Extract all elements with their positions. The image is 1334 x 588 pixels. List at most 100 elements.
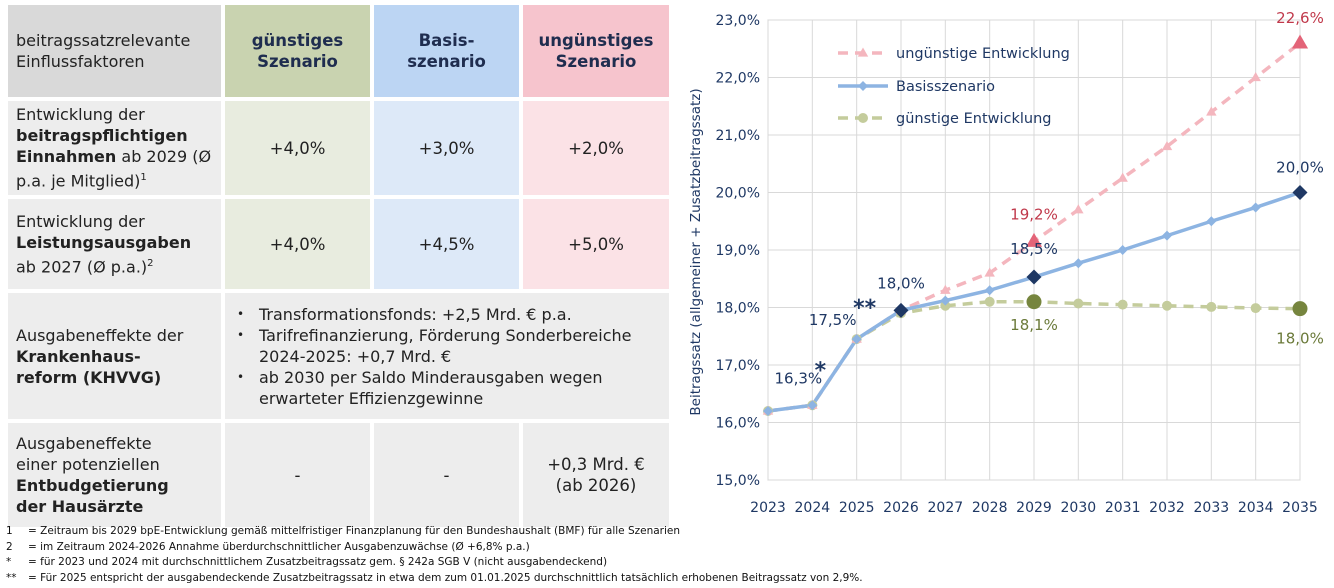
- header-base: Basis-szenario: [374, 5, 519, 97]
- chart-grid: [767, 19, 1301, 481]
- y-tick-label: 18,0%: [716, 301, 760, 317]
- row-label-income-bold: beitragspflichtigen Einnahmen: [16, 126, 188, 167]
- point-marker-base: [1162, 230, 1172, 241]
- point-marker-base: [807, 400, 818, 411]
- legend-marker: [858, 113, 868, 123]
- point-marker-unfavorable: [1117, 172, 1128, 182]
- highlight-marker-circle: [1292, 301, 1308, 317]
- y-tick-label: 23,0%: [716, 13, 760, 29]
- row-label-expenditure-bold: Leistungsausgaben: [16, 232, 192, 252]
- y-tick-label: 17,0%: [716, 358, 760, 374]
- row-label-gp-pre: Ausgabeneffekte einer potenziellen: [16, 434, 160, 474]
- value-gp-unfavorable: +0,3 Mrd. € (ab 2026): [547, 455, 645, 495]
- point-marker-base: [1250, 202, 1261, 213]
- footnote-key: **: [6, 571, 17, 584]
- data-label: 18,1%: [1010, 316, 1058, 334]
- data-label: 18,5%: [1010, 240, 1058, 258]
- data-label: 20,0%: [1276, 159, 1324, 177]
- footnote-key: 2: [6, 540, 13, 553]
- footnote-text: = Zeitraum bis 2029 bpE-Entwicklung gemä…: [28, 525, 681, 537]
- x-tick-label: 2029: [1016, 500, 1052, 516]
- x-tick-label: 2024: [795, 500, 831, 516]
- x-tick-label: 2028: [972, 500, 1008, 516]
- footnote-text: = Für 2025 entspricht der ausgabendecken…: [28, 571, 863, 584]
- legend-label: günstige Entwicklung: [896, 111, 1052, 127]
- value-expenditure-favorable: +4,0%: [269, 234, 326, 254]
- point-marker-favorable: [1073, 298, 1084, 309]
- data-label: 18,0%: [877, 274, 925, 292]
- cell-gp-unfavorable: +0,3 Mrd. € (ab 2026): [523, 423, 669, 527]
- cell-hospital-reform-effects: Transformationsfonds: +2,5 Mrd. € p.a. T…: [225, 293, 669, 419]
- scenario-table: beitragssatzrelevante Einflussfaktoren g…: [8, 5, 669, 527]
- header-favorable-line2: Szenario: [257, 52, 338, 71]
- legend-label: ungünstige Entwicklung: [896, 46, 1070, 62]
- bullet-item: ab 2030 per Saldo Minderausgaben wegen e…: [237, 367, 654, 409]
- x-tick-label: 2030: [1061, 500, 1097, 516]
- value-expenditure-base: +4,5%: [418, 234, 475, 254]
- row-label-expenditure-post: ab 2027 (Ø p.a.): [16, 257, 148, 277]
- row-label-income: Entwicklung der beitragspflichtigen Einn…: [8, 101, 221, 195]
- x-tick-label: 2035: [1282, 500, 1318, 516]
- footnote: ** = Für 2025 entspricht der ausgabendeck…: [6, 571, 863, 587]
- data-label: *: [815, 358, 827, 383]
- cell-income-base: +3,0%: [374, 101, 519, 195]
- bullet-item: Transformationsfonds: +2,5 Mrd. € p.a.: [237, 304, 654, 325]
- contribution-rate-chart: 15,0% 16,0% 17,0% 18,0% 19,0% 20,0% 21,0% 22,0%…: [688, 9, 1324, 516]
- highlight-marker-triangle: [1291, 34, 1309, 49]
- point-marker-base: [1206, 216, 1217, 227]
- point-marker-favorable: [1162, 300, 1172, 311]
- point-marker-unfavorable: [1250, 72, 1261, 82]
- row-label-income-sup: 1: [140, 172, 147, 184]
- header-unfavorable-line2: Szenario: [555, 52, 637, 71]
- header-base-line1: Basis-: [418, 31, 475, 50]
- row-label-gp-bold: Entbudgetierung der Hausärzte: [16, 476, 169, 516]
- value-gp-base: -: [443, 465, 450, 485]
- row-label-hospital-bold: Krankenhaus-reform (KHVVG): [16, 346, 162, 387]
- point-marker-unfavorable: [1161, 141, 1173, 151]
- x-tick-label: 2026: [883, 500, 919, 516]
- legend-marker: [857, 47, 869, 57]
- x-tick-label: 2034: [1238, 500, 1274, 516]
- cell-expenditure-favorable: +4,0%: [225, 199, 370, 289]
- highlight-marker-triangle: [1025, 232, 1043, 247]
- footnote: 2 = im Zeitraum 2024-2026 Annahme überdur…: [6, 540, 863, 556]
- footnote-text: = für 2023 und 2024 mit durchschnittlich…: [28, 556, 608, 568]
- cell-gp-favorable: -: [225, 423, 370, 527]
- highlight-marker-diamond: [1292, 185, 1308, 200]
- point-marker-base: [984, 285, 995, 296]
- legend-marker: [858, 81, 868, 91]
- point-marker-favorable: [940, 300, 951, 311]
- value-income-unfavorable: +2,0%: [568, 138, 624, 158]
- point-marker-base: [1117, 245, 1128, 255]
- row-label-hospital-reform: Ausgabeneffekte der Krankenhaus-reform (…: [8, 293, 221, 419]
- point-marker-base: [763, 406, 773, 416]
- point-marker-favorable: [1250, 303, 1261, 314]
- cell-income-unfavorable: +2,0%: [523, 101, 669, 195]
- cell-income-favorable: +4,0%: [225, 101, 370, 195]
- hospital-reform-bullets: Transformationsfonds: +2,5 Mrd. € p.a. T…: [235, 304, 654, 409]
- x-tick-label: 2023: [750, 500, 786, 516]
- point-marker-unfavorable: [940, 284, 951, 294]
- footnote-key: *: [6, 556, 12, 568]
- y-axis-label: Beitragssatz (allgemeiner + Zusatzbeitra…: [688, 88, 704, 415]
- footnote: * = für 2023 und 2024 mit durchschnittlic…: [6, 555, 863, 571]
- y-tick-label: 16,0%: [716, 416, 760, 432]
- x-tick-label: 2033: [1194, 500, 1230, 516]
- point-marker-unfavorable: [1073, 204, 1084, 214]
- row-label-gp-budget: Ausgabeneffekte einer potenziellen Entbu…: [8, 423, 221, 527]
- header-factors-label: beitragssatzrelevante Einflussfaktoren: [16, 31, 191, 71]
- row-label-hospital-pre: Ausgabeneffekte der: [16, 325, 184, 345]
- point-marker-unfavorable: [1206, 106, 1217, 116]
- header-base-line2: szenario: [407, 52, 486, 71]
- point-marker-unfavorable: [984, 267, 995, 277]
- header-favorable: günstiges Szenario: [225, 5, 370, 97]
- x-tick-label: 2031: [1105, 500, 1141, 516]
- y-tick-label: 19,0%: [716, 243, 760, 259]
- y-tick-label: 21,0%: [716, 128, 760, 144]
- point-marker-favorable: [1117, 299, 1128, 310]
- bullet-item: Tarifrefinanzierung, Förderung Sonderber…: [237, 325, 644, 367]
- x-tick-label: 2032: [1149, 500, 1185, 516]
- legend-label: Basisszenario: [896, 79, 995, 95]
- data-label: 19,2%: [1010, 205, 1058, 223]
- chart-markers: [762, 34, 1309, 416]
